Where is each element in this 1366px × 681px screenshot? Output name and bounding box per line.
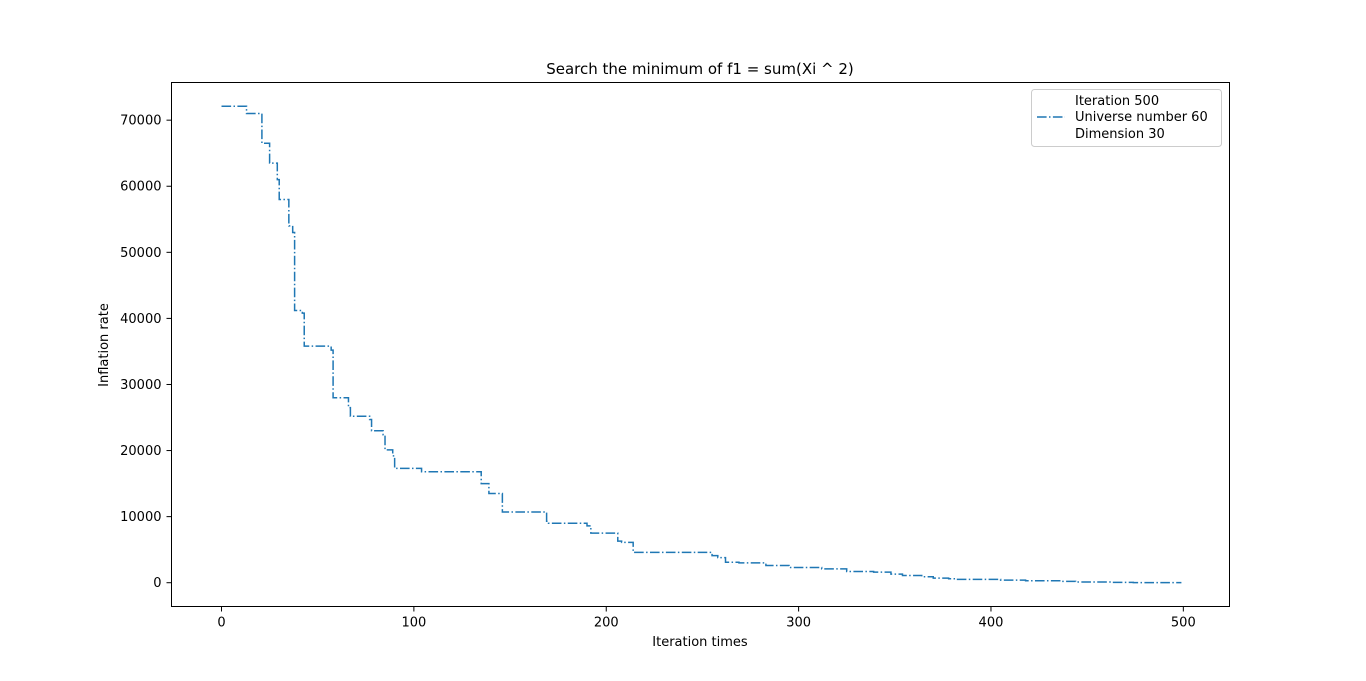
y-axis-label: Inflation rate bbox=[97, 303, 112, 387]
x-tick-label: 400 bbox=[979, 616, 1004, 631]
y-tick-label: 10000 bbox=[120, 510, 161, 525]
series-line bbox=[221, 105, 1182, 584]
y-tick-label: 40000 bbox=[120, 312, 161, 327]
y-tick-label: 60000 bbox=[120, 180, 161, 195]
legend-entry-iteration: Iteration 500 bbox=[1075, 94, 1159, 109]
series-layer bbox=[221, 105, 1182, 584]
x-tick-label: 300 bbox=[786, 616, 811, 631]
x-tick-label: 200 bbox=[594, 616, 619, 631]
plot-area bbox=[171, 82, 1230, 607]
chart-title: Search the minimum of f1 = sum(Xi ^ 2) bbox=[546, 60, 854, 78]
x-axis-label: Iteration times bbox=[652, 635, 748, 650]
legend-entry-dimension: Dimension 30 bbox=[1075, 127, 1165, 142]
x-tick-label: 0 bbox=[217, 616, 225, 631]
x-axis-ticks: 0 100 200 300 400 500 bbox=[217, 606, 1196, 631]
legend: Iteration 500 Universe number 60 Dimensi… bbox=[1031, 89, 1222, 147]
y-tick-label: 0 bbox=[153, 576, 161, 591]
y-tick-label: 30000 bbox=[120, 378, 161, 393]
x-tick-label: 100 bbox=[401, 616, 426, 631]
x-tick-label: 500 bbox=[1171, 616, 1196, 631]
legend-entry-universe: Universe number 60 bbox=[1075, 110, 1208, 125]
y-axis-ticks: 0 10000 20000 30000 40000 50000 60000 70000 bbox=[120, 114, 172, 591]
y-tick-label: 50000 bbox=[120, 246, 161, 261]
legend-box bbox=[1031, 89, 1222, 147]
y-tick-label: 70000 bbox=[120, 114, 161, 129]
y-tick-label: 20000 bbox=[120, 444, 161, 459]
